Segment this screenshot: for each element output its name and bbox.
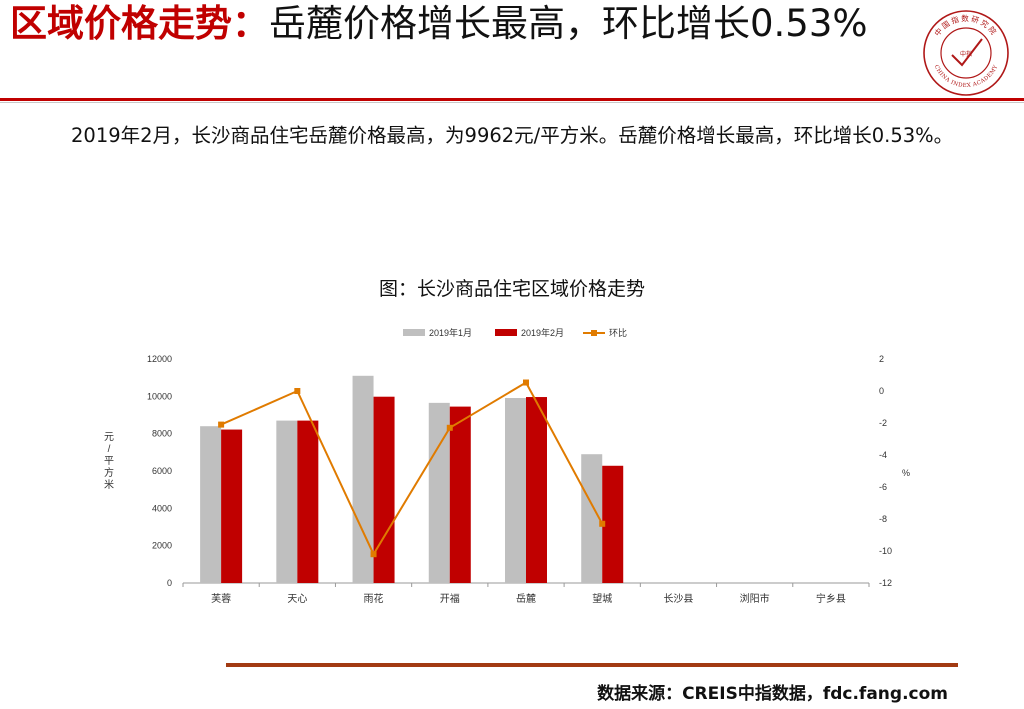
legend-swatch	[403, 329, 425, 336]
legend-swatch-marker	[591, 330, 597, 336]
x-tick-label: 岳麓	[516, 592, 536, 605]
y-left-tick-label: 6000	[152, 466, 172, 476]
bar-feb	[449, 406, 471, 583]
y-right-tick-label: -2	[879, 418, 887, 428]
y-left-axis-label-char: 米	[104, 478, 114, 491]
y-left-axis-label-char: 平	[104, 456, 114, 467]
bar-feb	[602, 465, 624, 583]
y-left-tick-label: 2000	[152, 541, 172, 551]
logo-text-center: 中指	[960, 50, 972, 58]
y-left-tick-label: 4000	[152, 503, 172, 513]
footer-divider	[226, 663, 958, 667]
page-title-rest: 岳麓价格增长最高，环比增长0.53%	[269, 2, 868, 45]
chart-title: 图：长沙商品住宅区域价格走势	[378, 278, 645, 300]
y-left-axis-label-char: 方	[104, 466, 114, 479]
bar-jan	[428, 402, 450, 583]
y-left-tick-label: 0	[167, 578, 172, 588]
summary-text: 2019年2月，长沙商品住宅岳麓价格最高，为9962元/平方米。岳麓价格增长最高…	[71, 124, 954, 147]
legend-label: 环比	[609, 327, 627, 338]
mom-point	[446, 424, 453, 431]
mom-point	[523, 379, 529, 386]
y-left-tick-label: 10000	[147, 391, 172, 401]
logo: 中国指数研究院 CHINA INDEX ACADEMY 中指	[923, 10, 1009, 96]
mom-point	[218, 421, 225, 428]
y-right-tick-label: -12	[879, 578, 892, 588]
mom-point	[370, 551, 377, 558]
y-right-tick-label: 2	[879, 354, 884, 364]
y-right-tick-label: 0	[879, 386, 884, 396]
logo-inner-ring	[940, 27, 992, 79]
bar-feb	[297, 420, 319, 583]
x-tick-label: 芙蓉	[211, 592, 231, 605]
header-divider	[0, 98, 1024, 101]
bar-jan	[352, 375, 374, 583]
bar-feb	[373, 396, 395, 583]
y-right-tick-label: -10	[879, 546, 892, 556]
x-tick-label: 雨花	[364, 592, 384, 605]
bar-feb	[221, 429, 243, 583]
x-tick-label: 开福	[440, 592, 460, 605]
bar-feb	[526, 397, 547, 583]
x-tick-label: 天心	[287, 593, 307, 605]
data-source: 数据来源：CREIS中指数据，fdc.fang.com	[597, 684, 948, 704]
legend-swatch	[495, 329, 517, 336]
x-tick-label: 浏阳市	[740, 592, 770, 605]
mom-point	[599, 520, 606, 527]
summary-paragraph: 2019年2月，长沙商品住宅岳麓价格最高，为9962元/平方米。岳麓价格增长最高…	[36, 116, 996, 156]
logo-outer-ring	[923, 10, 1009, 96]
legend-label: 2019年1月	[429, 327, 472, 338]
page-title: 区域价格走势：岳麓价格增长最高，环比增长0.53%	[10, 2, 910, 46]
bar-jan	[276, 420, 298, 583]
bar-jan	[505, 398, 526, 583]
y-left-axis-label-char: /	[108, 444, 111, 455]
y-right-tick-label: -8	[879, 514, 887, 524]
x-tick-label: 长沙县	[663, 593, 693, 605]
mom-point	[294, 388, 301, 394]
mom-line	[220, 381, 604, 557]
legend-label: 2019年2月	[521, 327, 564, 338]
bar-jan	[200, 426, 222, 583]
y-left-tick-label: 12000	[147, 354, 172, 364]
y-right-tick-label: -6	[879, 482, 887, 492]
page-title-highlight: 区域价格走势：	[10, 2, 269, 45]
y-right-axis-label: %	[902, 468, 910, 478]
header-divider-shadow	[0, 102, 1024, 103]
logo-checkmark	[951, 38, 983, 67]
x-tick-label: 望城	[592, 592, 612, 605]
y-left-tick-label: 8000	[152, 429, 172, 439]
y-right-tick-label: -4	[879, 450, 887, 460]
bar-jan	[581, 454, 603, 583]
x-tick-label: 宁乡县	[816, 592, 846, 605]
y-left-axis-label-char: 元	[104, 432, 114, 443]
